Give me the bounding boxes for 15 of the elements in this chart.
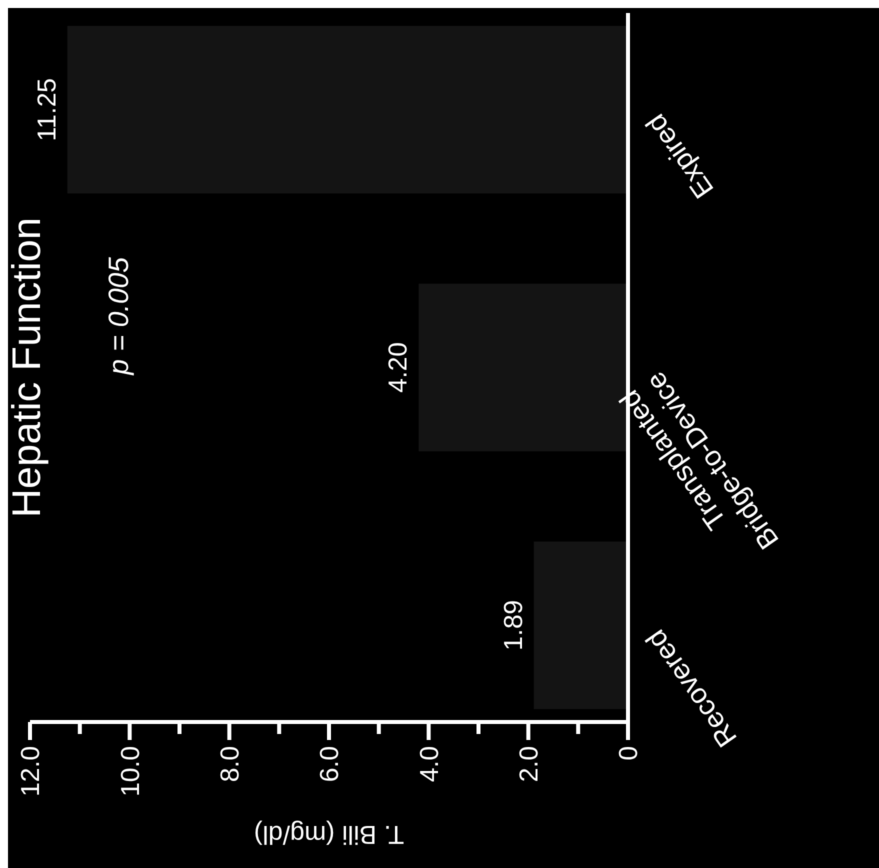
text: Hepatic Function [5, 217, 49, 518]
x-tick-label: 8.0 [214, 746, 244, 782]
x-tick-label: 4.0 [414, 746, 444, 782]
x-tick-label: 6.0 [314, 746, 344, 782]
x-tick-label: 0 [613, 746, 644, 760]
x-tick-label: 10.0 [114, 746, 145, 797]
x-axis-title: T. Bili (mg/dl) [254, 820, 404, 850]
bar [67, 26, 628, 194]
data-label: 4.20 [382, 342, 413, 393]
data-label: 1.89 [498, 600, 528, 651]
x-tick-label: 12.0 [15, 746, 46, 797]
data-label: 11.25 [31, 78, 62, 142]
x-tick-label: 2.0 [513, 746, 544, 782]
bar [534, 542, 628, 710]
annotation: p = 0.005 [103, 256, 134, 376]
